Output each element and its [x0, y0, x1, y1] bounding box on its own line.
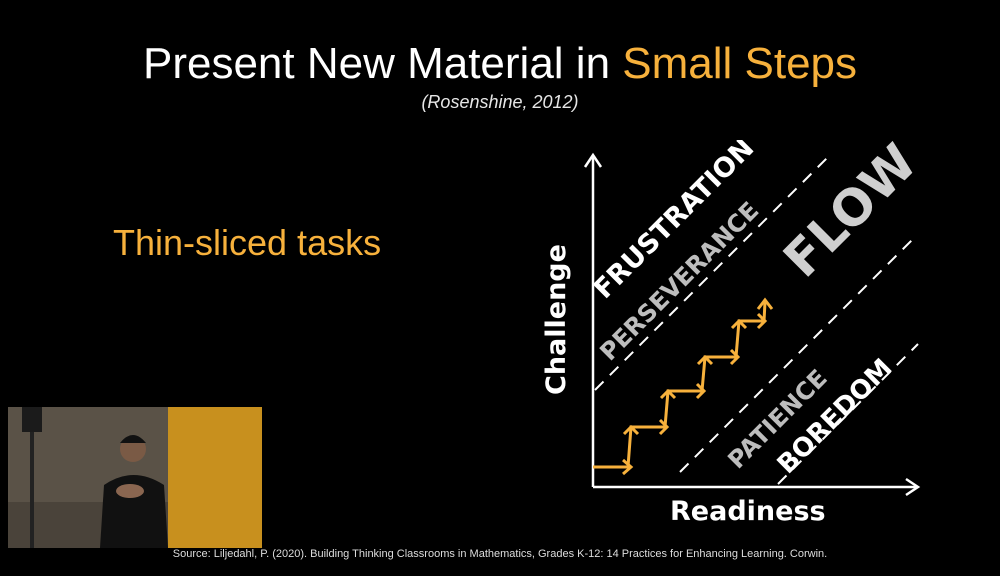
- dashed-line-bottom: [777, 343, 919, 485]
- slide-title-highlight: Small Steps: [622, 39, 858, 88]
- x-axis-label: Readiness: [670, 496, 826, 527]
- x-axis-arrow: [905, 477, 921, 497]
- staircase-arrowheads: [622, 297, 774, 476]
- bullet-text: Thin-sliced tasks: [113, 222, 382, 263]
- y-axis-arrow: [583, 152, 603, 168]
- source-footer: Source: Liljedahl, P. (2020). Building T…: [172, 548, 828, 560]
- zone-flow: FLOW: [772, 140, 927, 288]
- speaker-video-frame: [8, 407, 262, 548]
- slide-title: Present New Material in Small Steps: [0, 38, 1000, 90]
- slide-title-main: Present New Material in: [142, 39, 623, 88]
- y-axis-label: Challenge: [541, 244, 572, 395]
- speaker-video: [8, 407, 262, 548]
- dashed-line-upper: [594, 154, 831, 391]
- slide-subtitle: (Rosenshine, 2012): [421, 92, 579, 112]
- challenge-readiness-diagram: FRUSTRATION PERSEVERANCE FLOW PATIENCE B…: [541, 140, 928, 527]
- dashed-line-lower: [679, 239, 913, 473]
